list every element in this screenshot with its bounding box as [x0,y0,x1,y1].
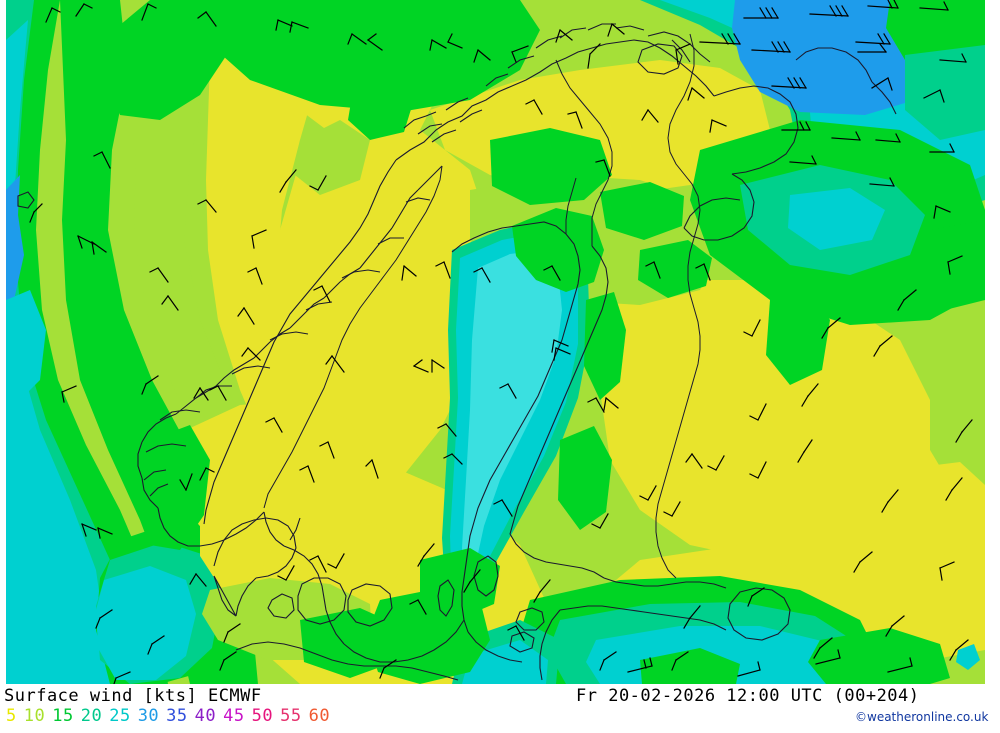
valid-time-label: Fr 20-02-2026 12:00 UTC (00+204) [576,686,920,706]
legend-value-50: 50 [251,706,274,726]
map-fills [6,0,985,684]
colorbar-legend: 5 10 15 20 25 30 35 40 45 50 55 60 [6,706,337,726]
wind-speed-raster [6,0,985,684]
coastlines [17,23,897,681]
legend-value-55: 55 [280,706,302,726]
map-footer: Surface wind [kts] ECMWF Fr 20-02-2026 1… [0,684,1000,733]
legend-value-15: 15 [52,706,74,726]
map-title: Surface wind [kts] ECMWF [4,686,262,706]
copyright-label: ©weatheronline.co.uk [855,710,989,724]
legend-value-30: 30 [137,706,160,726]
legend-value-5: 5 [6,706,17,726]
legend-value-35: 35 [166,706,188,726]
wind-barbs [29,0,973,684]
weather-map[interactable] [0,0,1000,684]
legend-value-25: 25 [109,706,131,726]
legend-value-45: 45 [223,706,245,726]
legend-value-60: 60 [308,706,331,726]
legend-value-40: 40 [194,706,217,726]
legend-value-10: 10 [23,706,46,726]
legend-value-20: 20 [80,706,103,726]
